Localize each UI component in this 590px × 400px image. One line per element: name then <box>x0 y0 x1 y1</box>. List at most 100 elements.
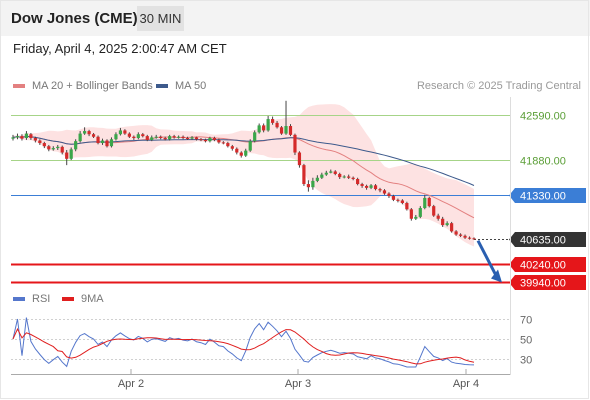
candle-body <box>42 143 46 147</box>
candle-body <box>400 200 404 203</box>
ma20-legend-swatch <box>13 84 25 88</box>
candle-body <box>24 133 29 139</box>
timeframe-badge[interactable]: 30 MIN <box>137 6 184 31</box>
rsi-panel: 70 50 30 <box>11 315 532 368</box>
candle-body <box>338 173 342 178</box>
level-label-box <box>509 232 586 247</box>
level-label: 41880.00 <box>520 156 566 168</box>
candle-body <box>194 137 199 140</box>
candle-body <box>172 136 176 138</box>
candle-body <box>235 148 239 153</box>
candle-body <box>248 141 252 151</box>
candle-body <box>118 130 123 135</box>
candle-body <box>145 136 149 140</box>
candle-body <box>387 193 391 197</box>
x-tick-label: Apr 3 <box>285 378 311 390</box>
candle-body <box>270 119 275 123</box>
level-label: 41330.00 <box>520 191 566 203</box>
candle-body <box>114 134 118 140</box>
candle-body <box>136 134 140 139</box>
chart-credit: Research © 2025 Trading Central <box>416 80 581 92</box>
forecast-arrow <box>476 239 502 283</box>
chart-datetime: Friday, April 4, 2025 2:00:47 AM CET <box>13 41 227 56</box>
candle-body <box>159 136 163 139</box>
time-axis: Apr 2 Apr 3 Apr 4 <box>11 97 511 390</box>
candle-body <box>391 196 396 200</box>
candle-body <box>141 134 145 137</box>
candle-body <box>441 218 445 226</box>
candle-body <box>347 176 351 178</box>
candle-body <box>463 235 467 238</box>
level-label: 42590.00 <box>520 111 566 123</box>
candle-body <box>221 142 225 144</box>
instrument-title: Dow Jones (CME) <box>11 10 138 27</box>
rsi-legend-swatch <box>13 297 25 301</box>
candle-body <box>351 177 355 180</box>
candle-body <box>230 146 234 149</box>
candle-body <box>212 138 217 140</box>
candle-body <box>454 231 458 235</box>
moving-averages <box>12 135 475 219</box>
candle-body <box>427 197 431 207</box>
candle-body <box>20 136 24 139</box>
candle-body <box>185 138 190 140</box>
rsi-tick-label: 70 <box>520 315 532 327</box>
candle-body <box>369 185 373 188</box>
candle-body <box>405 202 409 210</box>
candle-body <box>262 125 266 131</box>
candle-body <box>127 133 131 137</box>
candle-body <box>253 132 257 142</box>
candle-body <box>467 237 472 239</box>
x-tick-label: Apr 2 <box>118 378 144 390</box>
candle-body <box>69 149 73 159</box>
candle-body <box>199 139 203 141</box>
candle-body <box>414 216 418 219</box>
candle-body <box>360 184 364 186</box>
candle-body <box>284 126 288 134</box>
candle-body <box>324 172 328 175</box>
rsi9-legend-swatch <box>62 297 74 301</box>
candle-body <box>436 215 440 219</box>
candle-body <box>217 139 221 143</box>
candle-body <box>132 136 136 139</box>
candle-body <box>51 148 55 150</box>
candle-body <box>181 136 185 139</box>
candle-body <box>293 134 297 153</box>
bollinger-band <box>13 104 474 247</box>
forecast-arrow-head <box>491 269 502 283</box>
candle-body <box>11 137 15 139</box>
ma20-legend-label: MA 20 + Bollinger Bands <box>32 80 153 92</box>
level-label: 39940.00 <box>520 278 566 290</box>
candle-body <box>190 137 194 139</box>
level-labels: 42590.00 41880.00 41330.00 40635.00 40240.00… <box>509 111 586 290</box>
candle-body <box>418 208 422 217</box>
candle-body <box>373 185 378 190</box>
candle-body <box>333 171 337 174</box>
candle-body <box>47 146 51 150</box>
level-label-box <box>509 275 586 290</box>
candle-body <box>409 209 413 219</box>
forecast-arrow-shaft <box>476 239 498 277</box>
candle-body <box>450 223 454 232</box>
candle-body <box>29 134 33 139</box>
candle-body <box>15 136 20 138</box>
x-tick-label: Apr 4 <box>453 378 479 390</box>
candle-body <box>74 141 78 150</box>
candle-body <box>65 152 69 159</box>
candle-body <box>364 185 369 188</box>
level-label-box <box>509 257 586 272</box>
candle-body <box>203 139 208 142</box>
candle-body <box>105 140 109 147</box>
candle-body <box>288 126 293 135</box>
candle-body <box>445 223 449 226</box>
candle-body <box>356 179 360 185</box>
candle-body <box>423 197 427 209</box>
candle-body <box>123 130 127 134</box>
candlesticks <box>11 100 476 240</box>
candle-body <box>275 122 279 128</box>
candle-body <box>382 190 387 194</box>
candle-body <box>163 138 167 140</box>
candle-body <box>56 146 60 149</box>
candle-body <box>208 138 212 142</box>
